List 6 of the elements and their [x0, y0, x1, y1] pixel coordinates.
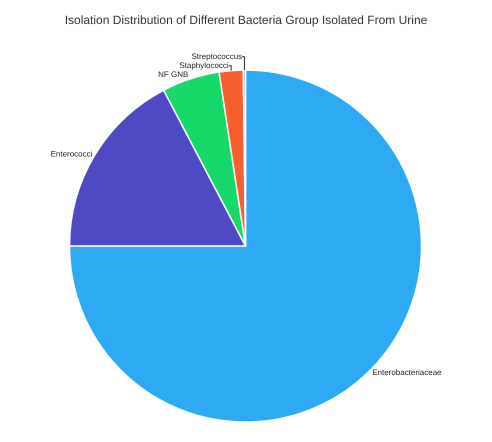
chart-title: Isolation Distribution of Different Bacteria Group Isolated From Urine — [64, 12, 428, 27]
slice-label: NF GNB — [158, 70, 188, 80]
slice-label: Enterobacteriaceae — [372, 368, 442, 378]
slice-label: Enterococci — [50, 149, 93, 158]
slice-label: Streptococcus — [191, 52, 242, 62]
slice-label: Staphylococci — [179, 61, 229, 70]
